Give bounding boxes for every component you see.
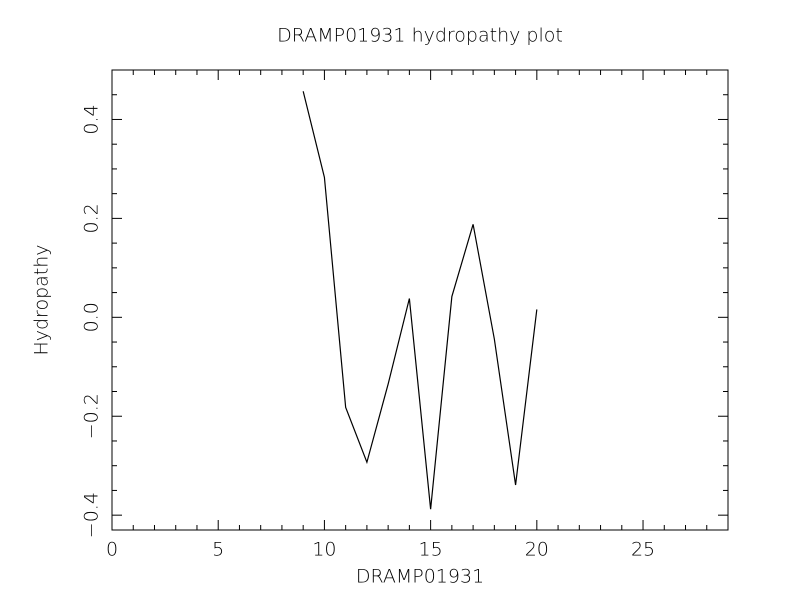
y-tick-label: 0.2: [81, 203, 103, 233]
chart-title: DRAMP01931 hydropathy plot: [277, 25, 563, 47]
plot-frame: [111, 69, 729, 531]
y-tick-label: 0.4: [81, 104, 103, 134]
data-line: [302, 91, 538, 510]
x-tick-label: 20: [525, 539, 549, 561]
x-tick-label: 10: [312, 539, 336, 561]
y-tick-label: 0.0: [81, 302, 103, 332]
x-tick-label: 15: [419, 539, 443, 561]
x-tick-label: 25: [631, 539, 655, 561]
x-tick-label: 0: [106, 539, 118, 561]
y-tick-label: −0.4: [81, 492, 103, 538]
y-tick-label: −0.2: [81, 393, 103, 439]
x-tick-label: 5: [212, 539, 224, 561]
y-axis-label: Hydropathy: [31, 244, 53, 355]
x-axis-label: DRAMP01931: [356, 566, 484, 588]
